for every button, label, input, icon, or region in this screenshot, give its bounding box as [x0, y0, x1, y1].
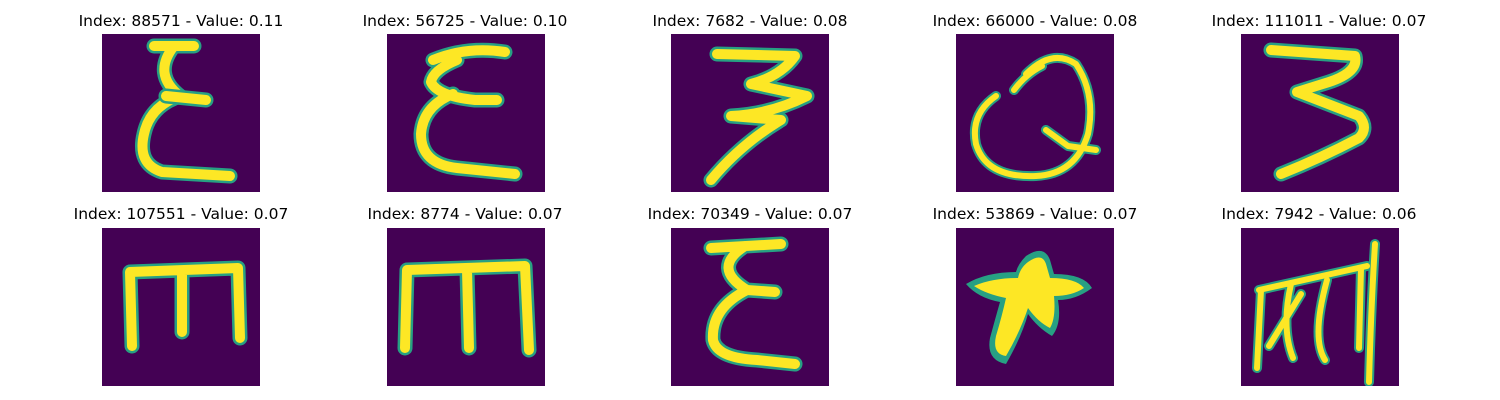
panel-title-6: Index: 107551 - Value: 0.07 — [73, 205, 289, 223]
digit-image-10 — [1241, 228, 1399, 386]
digit-image-2 — [387, 34, 545, 192]
digit-image-7 — [387, 228, 545, 386]
digit-image-6 — [102, 228, 260, 386]
panel-title-5: Index: 111011 - Value: 0.07 — [1211, 12, 1427, 30]
panel-title-1: Index: 88571 - Value: 0.11 — [78, 12, 284, 30]
panel-title-9: Index: 53869 - Value: 0.07 — [932, 205, 1138, 223]
digit-image-4 — [956, 34, 1114, 192]
panel-title-4: Index: 66000 - Value: 0.08 — [932, 12, 1138, 30]
panel-title-3: Index: 7682 - Value: 0.08 — [652, 12, 848, 30]
digit-image-9 — [956, 228, 1114, 386]
panel-title-2: Index: 56725 - Value: 0.10 — [362, 12, 568, 30]
digit-image-5 — [1241, 34, 1399, 192]
panel-title-10: Index: 7942 - Value: 0.06 — [1221, 205, 1417, 223]
digit-image-8 — [671, 228, 829, 386]
digit-image-3 — [671, 34, 829, 192]
digit-image-1 — [102, 34, 260, 192]
panel-title-8: Index: 70349 - Value: 0.07 — [647, 205, 853, 223]
panel-title-7: Index: 8774 - Value: 0.07 — [367, 205, 563, 223]
